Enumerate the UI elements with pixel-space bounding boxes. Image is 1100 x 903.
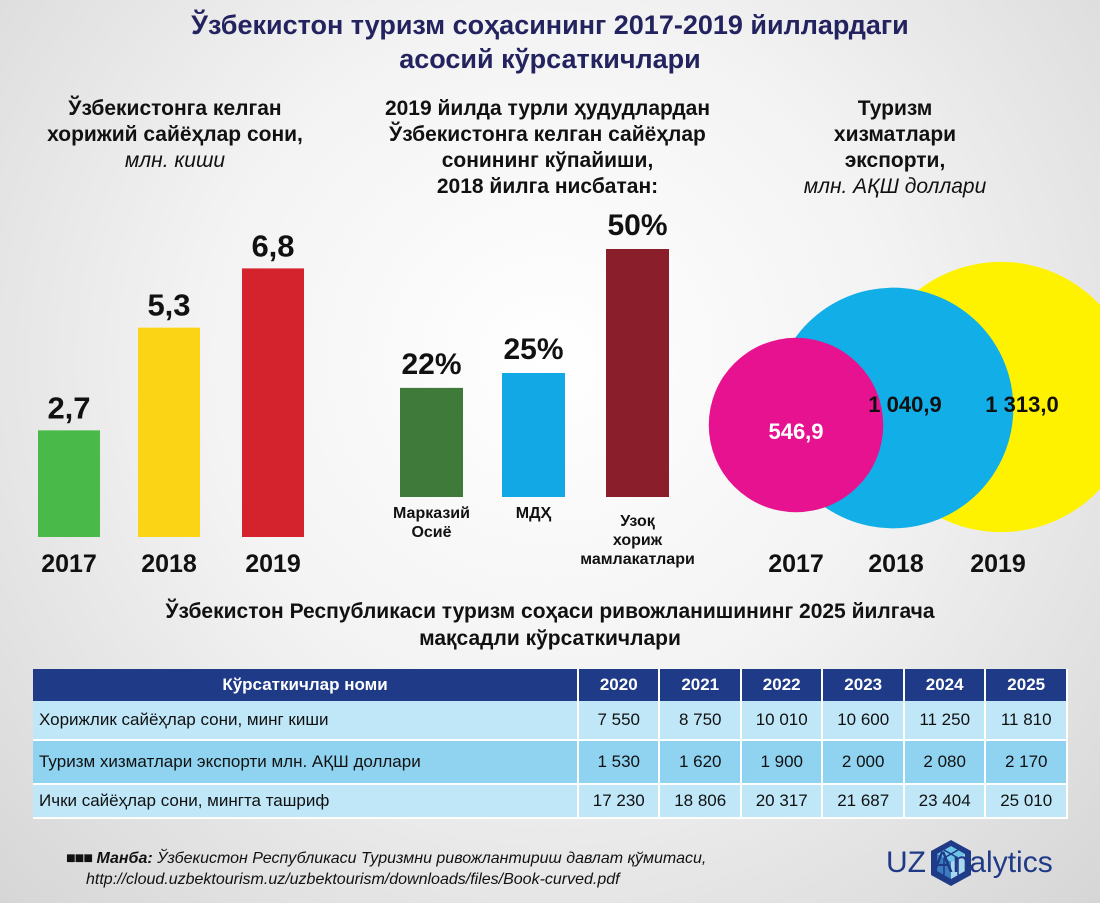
source-text: Ўзбекистон Республикаси Туризмни ривожла…	[157, 850, 707, 867]
source-label: Манба:	[96, 850, 153, 867]
x-tick-label-2018: 2018	[868, 550, 924, 578]
source-note: ■■■ Манба: Ўзбекистон Республикаси Туриз…	[66, 848, 806, 890]
table-cell: 7 550	[578, 701, 661, 741]
targets-title-line-1: Ўзбекистон Республикаси туризм соҳаси ри…	[165, 600, 935, 623]
source-marker: ■■■	[66, 850, 93, 867]
logo-text: UZ Analytics	[886, 846, 1053, 879]
x-tick-label-region-0: Осиё	[411, 524, 451, 541]
panel2-line-2: Ўзбекистонга келган сайёҳлар	[389, 123, 706, 146]
bar-2019	[242, 268, 304, 537]
x-tick-label-region-2: Узоқ	[620, 513, 655, 530]
table-cell: 21 687	[822, 784, 905, 819]
bar-2018	[138, 327, 200, 537]
targets-table: Кўрсаткичлар номи 2020 2021 2022 2023 20…	[33, 669, 1068, 819]
column-header-2020: 2020	[578, 669, 661, 701]
panel2-line-3: сонининг кўпайиши,	[441, 149, 654, 172]
row-label: Ички сайёҳлар сони, мингта ташриф	[33, 784, 579, 819]
column-header-2022: 2022	[740, 669, 824, 701]
data-label-2019: 1 313,0	[985, 392, 1058, 417]
panel1-line-2: хорижий сайёҳлар сони,	[47, 123, 303, 146]
column-header-2025: 2025	[985, 669, 1068, 701]
row-label: Туризм хизматлари экспорти млн. АҚШ долл…	[33, 740, 579, 785]
table-cell: 23 404	[903, 784, 987, 819]
table-cell: 25 010	[985, 784, 1068, 819]
source-url[interactable]: http://cloud.uzbektourism.uz/uzbektouris…	[86, 871, 620, 888]
data-label-2018: 5,3	[147, 288, 190, 323]
data-label-2019: 6,8	[251, 228, 294, 263]
panel3-line-3: экспорти,	[844, 149, 946, 172]
table-cell: 11 810	[985, 701, 1068, 741]
targets-title-line-2: мақсадли кўрсаткичлари	[419, 627, 681, 650]
bar-region-1	[502, 373, 565, 497]
data-label-region-1: 25%	[503, 333, 563, 366]
data-label-2017: 546,9	[768, 419, 823, 444]
title-line-1: Ўзбекистон туризм соҳасининг 2017-2019 й…	[191, 10, 909, 40]
title-line-2: асосий кўрсаткичлари	[399, 44, 701, 74]
x-tick-label-2018: 2018	[141, 550, 197, 578]
panel1-line-1: Ўзбекистонга келган	[68, 97, 282, 120]
x-tick-label-region-2: мамлакатлари	[580, 551, 695, 568]
bar-2017	[38, 430, 100, 537]
panel3-subtitle: Туризм хизматлари экспорти, млн. АҚШ дол…	[770, 96, 1020, 200]
panel2-line-4: 2018 йилга нисбатан:	[436, 175, 659, 198]
x-tick-label-2017: 2017	[41, 550, 97, 578]
bar-region-2	[606, 249, 669, 497]
data-label-region-0: 22%	[401, 348, 461, 381]
table-cell: 11 250	[903, 701, 987, 741]
targets-title: Ўзбекистон Республикаси туризм соҳаси ри…	[0, 598, 1100, 652]
panel3-unit: млн. АҚШ доллари	[803, 175, 987, 198]
table-cell: 2 080	[903, 740, 987, 785]
panel2-line-1: 2019 йилда турли ҳудудлардан	[384, 97, 711, 120]
column-header-2024: 2024	[903, 669, 987, 701]
table-cell: 2 170	[985, 740, 1068, 785]
panel3-line-1: Туризм	[857, 97, 933, 120]
data-label-region-2: 50%	[607, 209, 667, 242]
table-cell: 10 010	[740, 701, 824, 741]
table-cell: 1 620	[659, 740, 742, 785]
panel3-line-2: хизматлари	[833, 123, 957, 146]
table-row: Туризм хизматлари экспорти млн. АҚШ долл…	[33, 740, 1068, 785]
column-header-indicator: Кўрсаткичлар номи	[33, 669, 579, 701]
table-cell: 2 000	[822, 740, 905, 785]
page-title: Ўзбекистон туризм соҳасининг 2017-2019 й…	[0, 8, 1100, 76]
panel2-subtitle: 2019 йилда турли ҳудудлардан Ўзбекистонг…	[345, 96, 750, 200]
table-header-row: Кўрсаткичлар номи 2020 2021 2022 2023 20…	[33, 669, 1068, 701]
table-cell: 20 317	[740, 784, 824, 819]
table-cell: 10 600	[822, 701, 905, 741]
table-cell: 8 750	[659, 701, 742, 741]
table-cell: 1 900	[740, 740, 824, 785]
data-label-2017: 2,7	[47, 390, 90, 425]
x-tick-label-2019: 2019	[245, 550, 301, 578]
table-cell: 18 806	[659, 784, 742, 819]
x-tick-label-region-1: МДҲ	[516, 505, 552, 522]
column-header-2023: 2023	[822, 669, 905, 701]
panel1-subtitle: Ўзбекистонга келган хорижий сайёҳлар сон…	[20, 96, 330, 174]
bar-region-0	[400, 387, 463, 497]
table-cell: 17 230	[578, 784, 661, 819]
row-label: Хорижлик сайёҳлар сони, минг киши	[33, 701, 579, 741]
charts-canvas: 2,7 2017 5,3 2018 6,8 2019 22% Марказий Осиё 25% М…	[38, 209, 1100, 578]
data-label-2018: 1 040,9	[868, 392, 941, 417]
hexagon-cube-logo-icon	[931, 840, 971, 886]
bubble-2017	[708, 337, 884, 513]
x-tick-label-2017: 2017	[768, 550, 824, 578]
x-tick-label-2019: 2019	[970, 550, 1026, 578]
x-tick-label-region-0: Марказий	[393, 505, 470, 522]
x-tick-label-region-2: хориж	[613, 532, 663, 549]
table-cell: 1 530	[578, 740, 661, 785]
table-row: Хорижлик сайёҳлар сони, минг киши 7 550 …	[33, 701, 1068, 741]
panel1-unit: млн. киши	[124, 149, 226, 172]
column-header-2021: 2021	[659, 669, 742, 701]
table-row: Ички сайёҳлар сони, мингта ташриф 17 230…	[33, 784, 1068, 819]
